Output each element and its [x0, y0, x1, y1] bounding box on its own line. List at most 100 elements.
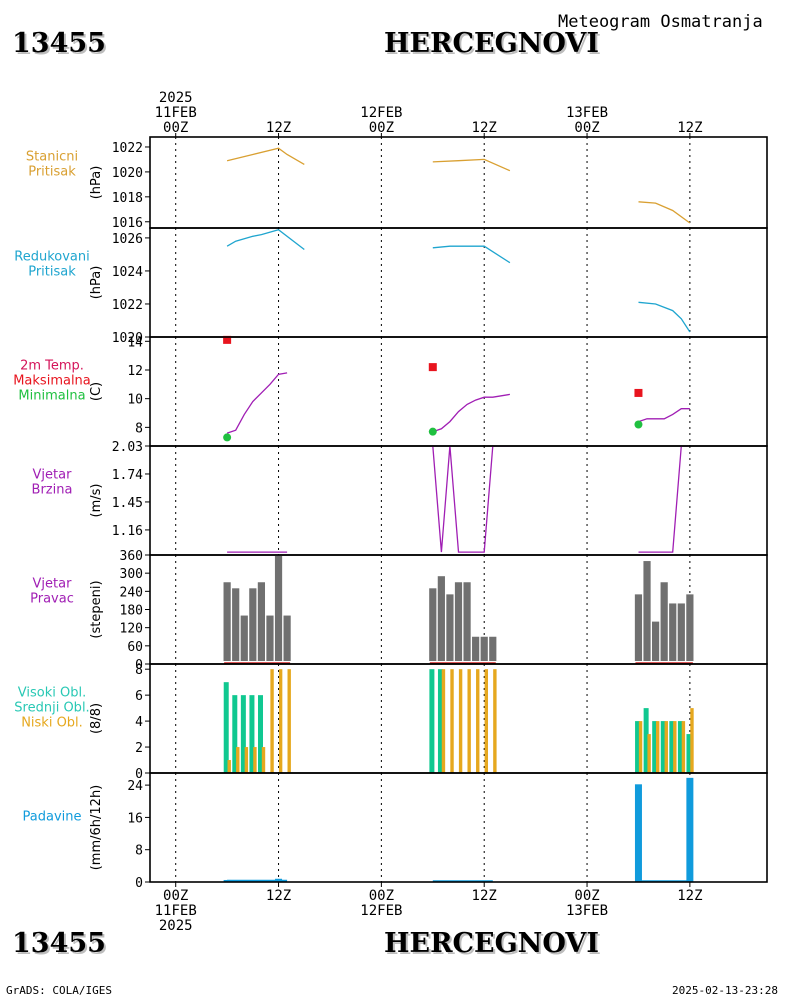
series-line-station-pressure [638, 201, 691, 224]
tmax-marker [428, 363, 437, 372]
panel-label-station-pressure: Pritisak [28, 165, 76, 180]
ylabel-wind-direction: (stepeni) [89, 580, 104, 638]
direction-bar [489, 636, 497, 661]
tmin-marker [223, 433, 232, 442]
ytick-label-clouds: 8 [135, 663, 143, 678]
direction-bar [454, 582, 463, 661]
time-label-bottom: 00Z [574, 888, 599, 904]
ytick-label-station-pressure: 1022 [112, 141, 143, 156]
ytick-label-temperature: 8 [135, 421, 143, 436]
series-line-temperature [638, 408, 690, 423]
time-label-bottom: 2025 [159, 918, 193, 934]
ytick-label-reduced-pressure: 1024 [112, 265, 143, 280]
panel-label-temperature: Minimalna [18, 389, 85, 404]
ytick-label-wind-speed: 1.16 [112, 524, 143, 539]
series-line-temperature [432, 393, 511, 433]
meteogram-subtitle: Meteogram Osmatranja [558, 12, 763, 32]
tmax-marker [634, 388, 643, 397]
ytick-label-reduced-pressure: 1022 [112, 298, 143, 313]
ytick-label-reduced-pressure: 1020 [112, 331, 143, 346]
ytick-label-station-pressure: 1018 [112, 191, 143, 206]
cloud-high-bar [635, 721, 641, 773]
series-line-wind-speed [638, 446, 690, 553]
time-label-top: 12Z [677, 120, 702, 136]
panel-label-wind-speed: Brzina [32, 483, 73, 498]
ylabel-temperature: (C) [89, 382, 104, 401]
time-label-bottom: 12Z [472, 888, 497, 904]
panel-label-temperature: 2m Temp. [20, 359, 84, 374]
panel-label-wind-direction: Pravac [30, 592, 74, 607]
cloud-high-bar [669, 721, 675, 773]
time-label-top: 00Z [163, 120, 188, 136]
station-id-top: 13455 [12, 28, 106, 59]
ytick-label-temperature: 14 [127, 335, 143, 350]
panel-label-wind-speed: Vjetar [33, 468, 73, 483]
time-label-top: 11FEB [155, 105, 197, 121]
cloud-low-bar [673, 721, 677, 773]
cloud-low-bar [227, 760, 231, 773]
time-label-top: 12FEB [360, 105, 402, 121]
time-label-top: 12Z [266, 120, 291, 136]
direction-bar [446, 594, 454, 661]
tmin-marker [634, 420, 643, 429]
cloud-low-bar [655, 721, 660, 773]
cloud-high-bar [437, 669, 443, 773]
ytick-label-wind-speed: 1.45 [112, 496, 143, 511]
cloud-low-bar [647, 734, 651, 773]
direction-bar [232, 588, 240, 661]
station-name-bottom: HERCEGNOVI [384, 928, 599, 959]
ytick-label-wind-direction: 300 [120, 567, 143, 582]
cloud-low-bar [690, 708, 694, 773]
station-id-bottom: 13455 [12, 928, 106, 959]
series-line-station-pressure [226, 147, 305, 165]
panel-frame-station-pressure [149, 136, 768, 229]
cloud-low-bar [287, 669, 291, 773]
ytick-label-clouds: 4 [135, 715, 143, 730]
time-label-top: 2025 [159, 90, 193, 106]
time-label-top: 00Z [574, 120, 599, 136]
tmin-marker [428, 427, 437, 436]
ytick-label-clouds: 2 [135, 741, 143, 756]
cloud-low-bar [681, 721, 686, 773]
time-label-bottom: 12Z [266, 888, 291, 904]
ytick-label-clouds: 0 [135, 767, 143, 782]
direction-bar [686, 594, 694, 661]
time-label-bottom: 12FEB [360, 903, 402, 919]
station-name-top: HERCEGNOVI [384, 28, 599, 59]
tmax-marker [223, 335, 232, 344]
series-line-reduced-pressure [432, 245, 511, 264]
ytick-label-wind-direction: 360 [120, 549, 143, 564]
panel-frame-reduced-pressure [149, 227, 768, 338]
cloud-low-bar [270, 669, 274, 773]
time-label-top: 13FEB [566, 105, 608, 121]
panel-label-clouds: Niski Obl. [21, 716, 83, 731]
direction-bar [429, 588, 437, 661]
cloud-high-bar [249, 695, 255, 773]
direction-bar [240, 615, 248, 661]
precip-bar [686, 777, 694, 882]
cloud-low-bar [467, 669, 471, 773]
ytick-label-wind-speed: 2.03 [112, 440, 143, 455]
series-line-station-pressure [432, 158, 511, 172]
cloud-high-bar [240, 695, 246, 773]
series-line-reduced-pressure [226, 228, 305, 251]
ytick-label-precipitation: 0 [135, 876, 143, 891]
direction-bar [266, 615, 274, 661]
direction-bar [249, 588, 257, 661]
cloud-high-bar [686, 734, 692, 773]
precip-bar [275, 878, 283, 882]
footer-left: GrADS: COLA/IGES [6, 984, 112, 997]
ytick-label-temperature: 10 [127, 393, 143, 408]
panel-label-station-pressure: Stanicni [26, 150, 78, 165]
cloud-low-bar [261, 747, 266, 773]
cloud-high-bar [677, 721, 683, 773]
cloud-high-bar [643, 708, 649, 773]
cloud-low-bar [441, 669, 446, 773]
panel-label-reduced-pressure: Pritisak [28, 265, 76, 280]
ytick-label-wind-direction: 180 [120, 604, 143, 619]
ytick-label-wind-direction: 120 [120, 622, 143, 637]
ytick-label-temperature: 12 [127, 364, 143, 379]
cloud-low-bar [476, 669, 480, 773]
ylabel-station-pressure: (hPa) [89, 166, 104, 200]
